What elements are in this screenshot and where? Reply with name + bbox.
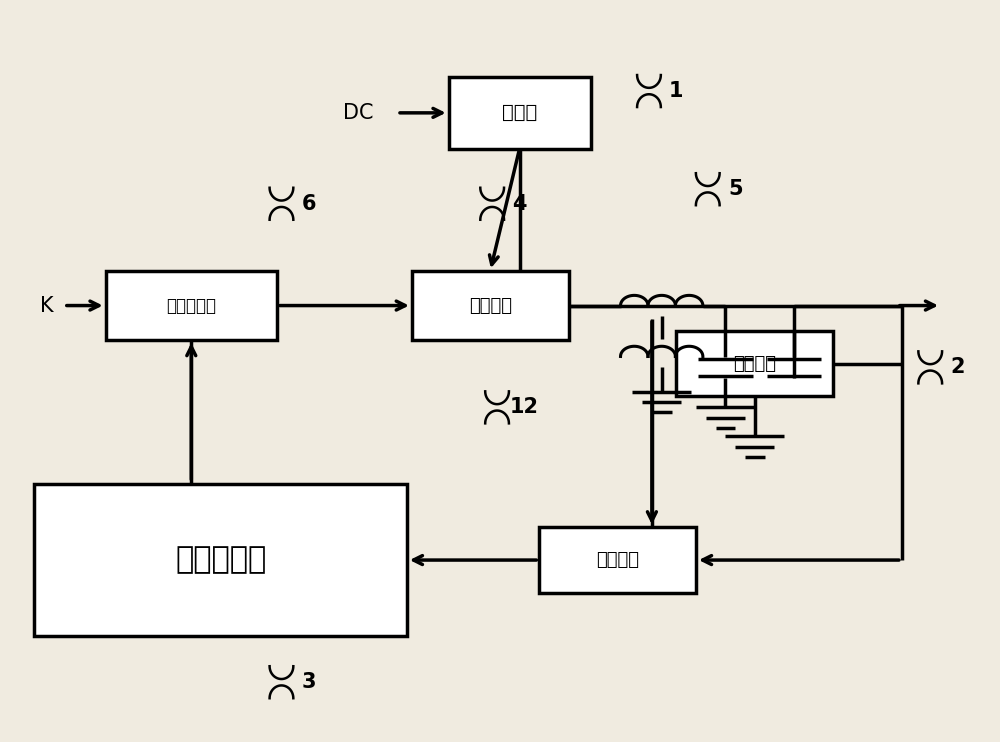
Text: 5: 5 [728,180,743,199]
Text: 压电陶瓷: 压电陶瓷 [733,355,776,372]
FancyBboxPatch shape [449,76,591,149]
FancyBboxPatch shape [676,331,833,396]
Text: 3: 3 [302,672,316,692]
Text: 6: 6 [302,194,316,214]
Text: 锁相环电路: 锁相环电路 [175,545,266,574]
Text: 12: 12 [510,398,539,417]
FancyBboxPatch shape [412,271,569,340]
Text: K: K [40,295,54,315]
Text: DC: DC [343,103,373,123]
FancyBboxPatch shape [106,271,277,340]
Text: 栎极驱动器: 栎极驱动器 [166,297,216,315]
Text: 电流开关: 电流开关 [469,297,512,315]
Text: 滤波器: 滤波器 [502,103,537,122]
FancyBboxPatch shape [34,484,407,637]
Text: 1: 1 [669,81,684,101]
FancyBboxPatch shape [539,528,696,593]
Text: 4: 4 [512,194,527,214]
Text: 采样电路: 采样电路 [596,551,639,569]
Text: 2: 2 [950,358,965,378]
